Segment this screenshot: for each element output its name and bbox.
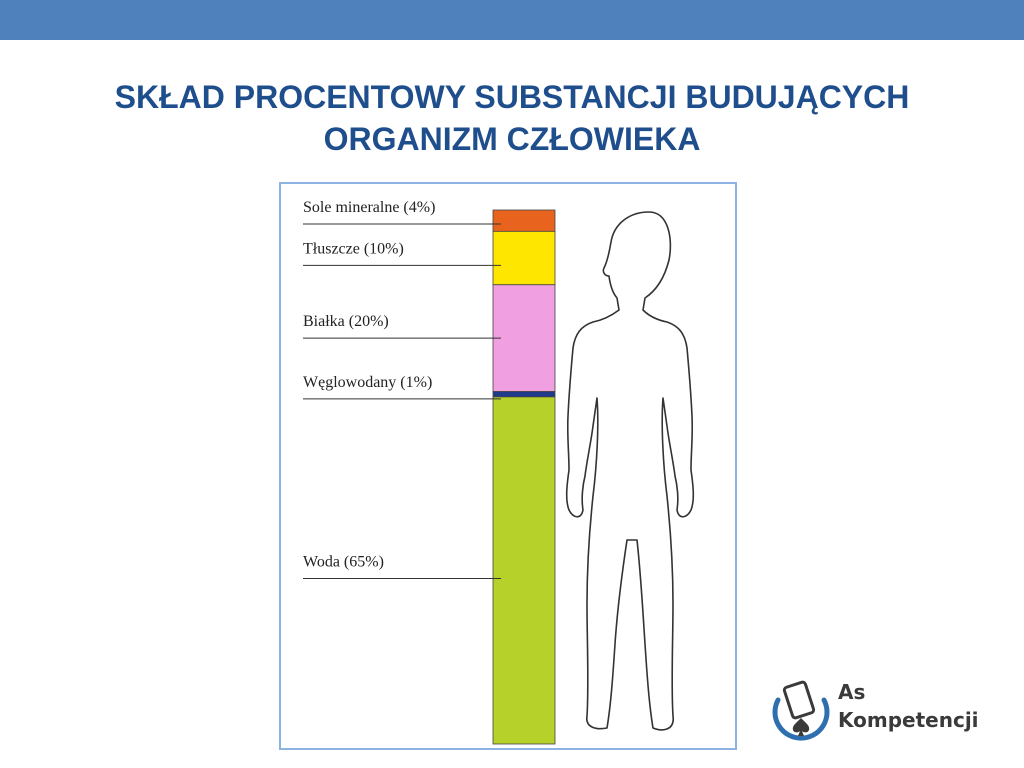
bar-segment-2 — [492, 230, 556, 286]
bar-segment-1 — [492, 209, 556, 232]
bar-segment-4 — [492, 391, 556, 398]
segment-label-2: Tłuszcze (10%) — [303, 240, 404, 257]
spade-card-icon — [772, 680, 830, 741]
slide-title: Skład procentowy substancji budujących o… — [0, 76, 1024, 160]
bar-segment-3 — [492, 284, 556, 392]
segment-label-5: Woda (65%) — [303, 553, 384, 570]
logo-text: As Kompetencji — [838, 678, 979, 734]
logo-line-1: As — [838, 680, 866, 704]
slide-title-line-2: organizm człowieka — [323, 121, 701, 157]
composition-figure: Sole mineralne (4%) Tłuszcze (10%) Białka … — [279, 182, 737, 750]
human-body-outline — [565, 211, 695, 731]
slide-title-line-1: Skład procentowy substancji budujących — [114, 79, 910, 115]
as-kompetencji-logo: As Kompetencji — [770, 676, 1000, 746]
segment-label-1: Sole mineralne (4%) — [303, 199, 435, 216]
composition-chart: Sole mineralne (4%) Tłuszcze (10%) Białka … — [303, 199, 695, 745]
logo-line-2: Kompetencji — [838, 708, 979, 732]
top-bar — [0, 0, 1024, 40]
bar-segment-5 — [492, 396, 556, 745]
segment-label-4: Węglowodany (1%) — [303, 374, 432, 391]
segment-label-3: Białka (20%) — [303, 313, 389, 330]
